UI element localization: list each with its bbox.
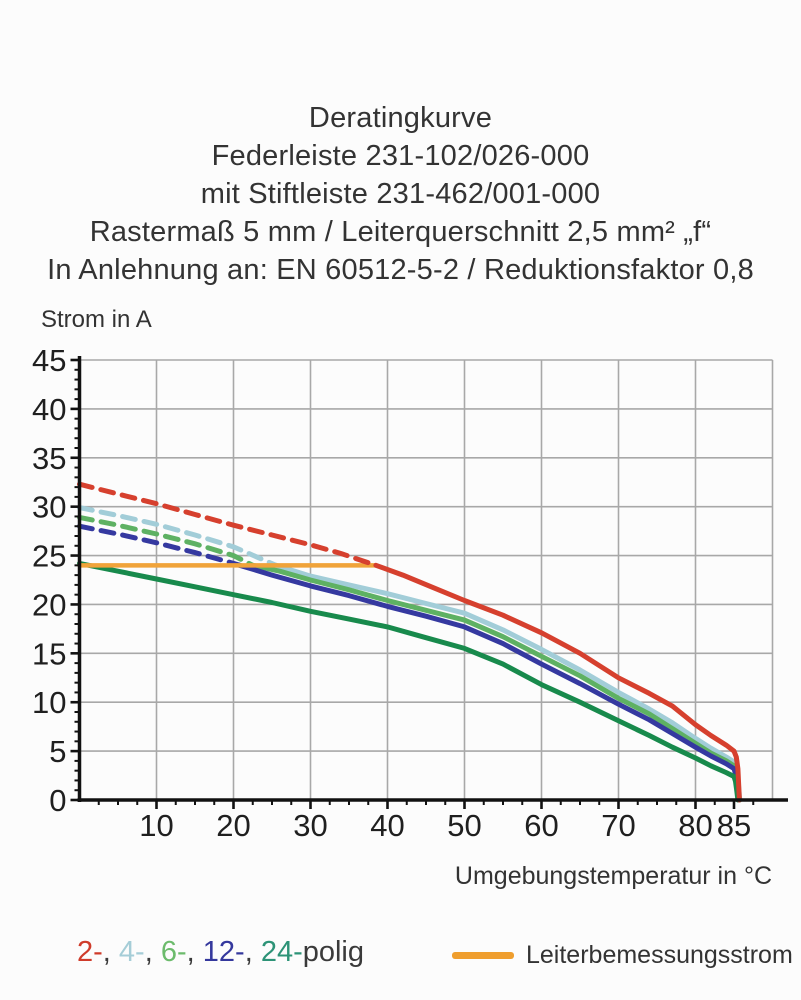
x-tick-label-85: 85 <box>717 808 751 843</box>
x-tick-label-70: 70 <box>601 808 635 843</box>
curve-12-polig-dashed <box>77 523 243 568</box>
x-tick-label-10: 10 <box>139 808 173 843</box>
legend-pole-6: 6- <box>160 936 187 968</box>
legend-separator: , <box>102 936 119 968</box>
legend-separator: , <box>244 936 261 968</box>
curve-4-polig <box>273 562 743 803</box>
y-tick-label-0: 0 <box>49 783 66 818</box>
curve-4-polig-dashed <box>77 505 279 568</box>
y-tick-label-20: 20 <box>32 587 66 622</box>
chart-title: Deratingkurve Federleiste 231-102/026-00… <box>0 99 801 289</box>
legend-pole-12: 12- <box>202 936 245 968</box>
x-tick-label-50: 50 <box>447 808 481 843</box>
curves <box>77 481 743 803</box>
x-tick-label-60: 60 <box>524 808 558 843</box>
curve-12-polig <box>237 562 742 803</box>
curve-24-polig <box>77 560 741 803</box>
y-tick-label-30: 30 <box>32 490 66 525</box>
x-tick-label-40: 40 <box>370 808 404 843</box>
x-tick-label-80: 80 <box>678 808 712 843</box>
x-tick-label-20: 20 <box>216 808 250 843</box>
y-tick-label-25: 25 <box>32 539 66 574</box>
legend-pole-24: 24- <box>260 936 303 968</box>
legend-poles: 2-, 4-, 6-, 12-, 24-polig <box>77 936 364 969</box>
axis-ticks <box>70 358 755 809</box>
curve-6-polig-dashed <box>77 514 256 568</box>
curve-6-polig <box>250 562 742 803</box>
title-line-2: Federleiste 231-102/026-000 <box>211 140 590 172</box>
legend-rated-current: Leiterbemessungsstrom <box>452 936 793 974</box>
title-line-1: Deratingkurve <box>308 102 493 134</box>
title-line-3: mit Stiftleiste 231-462/001-000 <box>200 178 601 210</box>
grid <box>79 359 774 800</box>
title-line-5: In Anlehnung an: EN 60512-5-2 / Reduktio… <box>47 254 754 286</box>
legend-separator: , <box>186 936 203 968</box>
legend-separator: , <box>144 936 161 968</box>
y-axis-title: Strom in A <box>41 306 152 333</box>
y-tick-label-10: 10 <box>32 685 66 720</box>
curve-2-polig <box>373 562 742 803</box>
x-tick-label-30: 30 <box>293 808 327 843</box>
y-tick-label-35: 35 <box>32 441 66 476</box>
legend-suffix-polig: polig <box>302 936 365 968</box>
y-tick-label-5: 5 <box>49 734 66 769</box>
x-axis-title: Umgebungstemperatur in °C <box>454 862 772 890</box>
y-tick-label-40: 40 <box>32 392 66 427</box>
rated-current-line-swatch <box>452 951 514 959</box>
y-tick-label-15: 15 <box>32 636 66 671</box>
rated-current-label: Leiterbemessungsstrom <box>526 940 793 969</box>
x-tick-labels: 10 20 30 40 50 60 70 80 85 <box>139 808 751 843</box>
y-tick-label-45: 45 <box>32 343 66 378</box>
legend-pole-4: 4- <box>118 936 145 968</box>
y-tick-labels: 0 5 10 15 20 25 30 35 40 45 <box>32 343 66 818</box>
title-line-4: Rastermaß 5 mm / Leiterquerschnitt 2,5 m… <box>89 216 712 248</box>
legend-pole-2: 2- <box>77 936 103 968</box>
curve-2-polig-dashed <box>77 481 379 568</box>
